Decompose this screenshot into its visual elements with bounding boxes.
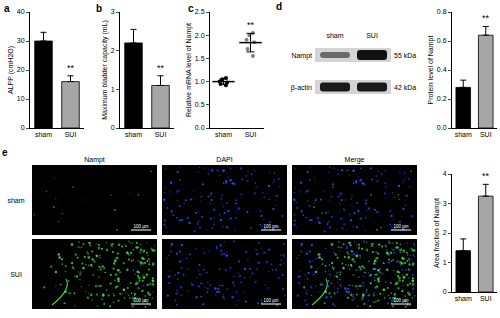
svg-text:4: 4 [443, 170, 447, 177]
svg-text:Relative mRNA level of Nampt: Relative mRNA level of Nampt [185, 23, 193, 117]
svg-text:42 kDa: 42 kDa [394, 84, 416, 91]
svg-text:0.0: 0.0 [437, 124, 447, 131]
svg-text:a: a [4, 3, 10, 14]
svg-text:2.0: 2.0 [195, 32, 205, 39]
svg-text:2: 2 [111, 47, 115, 54]
svg-text:e: e [2, 147, 8, 158]
svg-text:3: 3 [111, 8, 115, 15]
svg-text:0.4: 0.4 [437, 66, 447, 73]
svg-text:100 μm: 100 μm [393, 224, 408, 229]
svg-text:10: 10 [17, 95, 25, 102]
svg-text:Nampt: Nampt [291, 52, 312, 60]
svg-text:0.2: 0.2 [437, 95, 447, 102]
svg-text:SUI: SUI [480, 295, 492, 302]
svg-text:SUI: SUI [65, 131, 77, 138]
svg-text:d: d [276, 1, 282, 12]
svg-text:20: 20 [17, 66, 25, 73]
svg-text:55 kDa: 55 kDa [394, 52, 416, 59]
svg-text:β-actin: β-actin [291, 84, 312, 92]
svg-text:DAPI: DAPI [216, 156, 232, 163]
svg-text:1: 1 [443, 259, 447, 266]
svg-text:sham: sham [35, 131, 52, 138]
svg-text:SUI: SUI [155, 131, 167, 138]
svg-text:sham: sham [326, 32, 343, 39]
svg-text:Maximum bladder capacity (mL): Maximum bladder capacity (mL) [101, 20, 109, 120]
svg-text:100 μm: 100 μm [393, 298, 408, 303]
svg-text:0.5: 0.5 [195, 101, 205, 108]
svg-text:Area fraction of Nampt: Area fraction of Nampt [433, 198, 441, 268]
svg-text:Nampt: Nampt [84, 156, 105, 164]
svg-text:1: 1 [111, 86, 115, 93]
svg-text:sham: sham [455, 295, 472, 302]
svg-text:0.8: 0.8 [437, 8, 447, 15]
svg-text:2.5: 2.5 [195, 8, 205, 15]
svg-text:SUI: SUI [366, 32, 378, 39]
svg-text:SUI: SUI [245, 131, 257, 138]
svg-text:0.6: 0.6 [437, 37, 447, 44]
svg-text:100 μm: 100 μm [133, 298, 148, 303]
svg-text:1.5: 1.5 [195, 55, 205, 62]
svg-text:sham: sham [455, 131, 472, 138]
svg-text:c: c [188, 3, 194, 14]
svg-text:sham: sham [125, 131, 142, 138]
svg-text:SUI: SUI [10, 271, 22, 278]
svg-text:sham: sham [215, 131, 232, 138]
svg-text:0: 0 [443, 288, 447, 295]
svg-text:100 μm: 100 μm [263, 224, 278, 229]
svg-text:**: ** [157, 63, 165, 73]
svg-text:1.0: 1.0 [195, 78, 205, 85]
svg-text:SUI: SUI [480, 131, 492, 138]
svg-text:40: 40 [17, 8, 25, 15]
svg-text:**: ** [67, 63, 75, 73]
svg-text:2: 2 [443, 229, 447, 236]
svg-text:Merge: Merge [345, 156, 365, 164]
svg-text:30: 30 [17, 37, 25, 44]
svg-text:**: ** [482, 171, 490, 181]
svg-text:sham: sham [7, 197, 24, 204]
svg-text:0.0: 0.0 [195, 124, 205, 131]
svg-text:b: b [96, 3, 102, 14]
svg-text:100 μm: 100 μm [263, 298, 278, 303]
svg-text:ALPP (cmH2O): ALPP (cmH2O) [7, 46, 15, 94]
svg-text:0: 0 [21, 124, 25, 131]
svg-text:100 μm: 100 μm [133, 224, 148, 229]
svg-text:3: 3 [443, 200, 447, 207]
svg-text:Protein level of Nampt: Protein level of Nampt [427, 36, 435, 105]
svg-text:**: ** [482, 13, 490, 23]
svg-text:**: ** [247, 20, 255, 30]
svg-text:0: 0 [111, 124, 115, 131]
